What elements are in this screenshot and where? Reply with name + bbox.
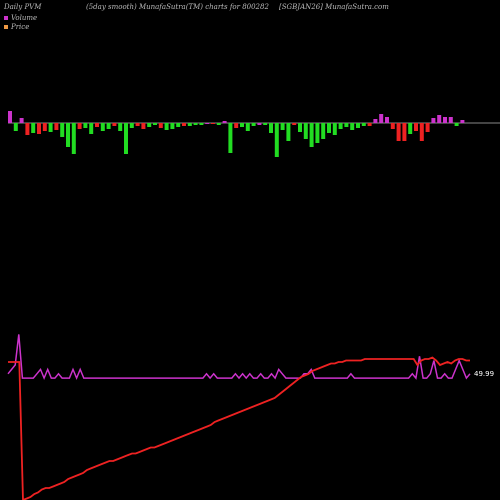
volume-bar: [257, 123, 262, 125]
volume-bar: [31, 123, 36, 133]
volume-bar: [164, 123, 169, 130]
chart-header-left: Daily PVM: [4, 3, 42, 11]
volume-bar: [95, 123, 99, 127]
volume-bar: [54, 123, 59, 130]
volume-bar: [182, 123, 186, 126]
volume-bar: [269, 123, 273, 133]
volume-bar: [344, 123, 349, 127]
volume-bar: [106, 123, 111, 129]
chart-header-right: [SGBJAN26] MunafaSutra.com: [279, 3, 389, 11]
volume-bar: [135, 123, 140, 126]
volume-bar: [124, 123, 128, 154]
price-line: [8, 356, 470, 500]
volume-bar: [338, 123, 343, 129]
volume-bar: [303, 123, 308, 139]
volume-bar: [356, 123, 360, 128]
volume-bar: [332, 123, 337, 135]
volume-bar: [112, 123, 117, 126]
volume-bar: [37, 123, 41, 134]
volume-bar: [402, 123, 407, 141]
volume-bar: [129, 123, 134, 128]
volume-bar: [141, 123, 146, 129]
volume-bar: [60, 123, 65, 137]
volume-bar: [234, 123, 239, 128]
volume-bar: [327, 123, 331, 133]
volume-bar: [309, 123, 314, 147]
volume-bar: [42, 123, 47, 131]
volume-bar: [251, 123, 256, 126]
volume-bar: [396, 123, 401, 141]
volume-bar: [385, 117, 389, 123]
volume-bar: [187, 123, 192, 126]
volume-bar: [460, 120, 465, 123]
price-swatch: [4, 25, 8, 29]
legend-volume-label: Volume: [11, 14, 38, 22]
last-price-label: 49.99: [474, 370, 494, 378]
volume-bar: [315, 123, 320, 143]
legend-price: Price: [4, 23, 29, 31]
volume-bar: [419, 123, 424, 141]
chart-header-center: (5day smooth) MunafaSutra(TM) charts for…: [86, 3, 269, 11]
volume-bar: [199, 123, 204, 125]
volume-bar: [263, 123, 268, 125]
volume-bar: [431, 118, 436, 123]
volume-bar: [48, 123, 53, 132]
volume-bar: [8, 111, 12, 123]
volume-bar: [425, 123, 430, 132]
volume-bar: [286, 123, 291, 141]
volume-bar: [158, 123, 163, 128]
volume-bar: [118, 123, 123, 131]
volume-bar: [71, 123, 76, 154]
volume-bar: [437, 115, 442, 123]
volume-bar: [170, 123, 175, 129]
volume-bar: [25, 123, 30, 135]
volume-bar: [390, 123, 395, 129]
volume-line: [7, 334, 471, 381]
volume-bar: [100, 123, 105, 131]
volume-bar: [367, 123, 372, 126]
volume-bar: [379, 114, 384, 123]
volume-bar: [211, 123, 215, 124]
volume-swatch: [4, 16, 8, 20]
volume-bar: [274, 123, 279, 157]
volume-bar: [408, 123, 413, 134]
volume-bar: [216, 123, 221, 125]
volume-bar: [77, 123, 82, 129]
volume-bar: [228, 123, 233, 153]
volume-bar: [321, 123, 326, 139]
volume-bar: [176, 123, 181, 127]
volume-bar: [361, 123, 366, 126]
volume-bar: [350, 123, 355, 130]
volume-bar: [83, 123, 88, 128]
volume-bar: [280, 123, 285, 130]
volume-bar: [89, 123, 94, 134]
volume-bar: [66, 123, 70, 147]
legend-price-label: Price: [11, 23, 30, 31]
volume-bar: [298, 123, 302, 132]
volume-bar: [292, 123, 297, 125]
volume-bar: [147, 123, 152, 127]
volume-bar: [245, 123, 250, 131]
volume-bar: [193, 123, 198, 125]
volume-bar: [13, 123, 18, 131]
volume-bar: [222, 121, 227, 123]
volume-bar: [205, 123, 210, 124]
legend-volume: Volume: [4, 14, 37, 22]
volume-bar: [19, 118, 24, 123]
volume-bar: [448, 117, 453, 123]
volume-bar: [373, 119, 378, 123]
volume-bar: [443, 117, 447, 123]
volume-bar: [153, 123, 157, 125]
volume-bar: [414, 123, 418, 131]
volume-bar: [240, 123, 244, 127]
volume-bar: [454, 123, 459, 126]
